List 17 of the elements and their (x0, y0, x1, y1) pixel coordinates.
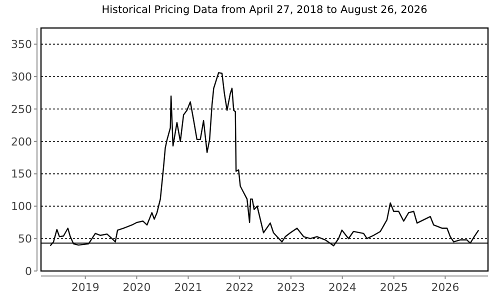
x-tick-label: 2023 (276, 281, 305, 294)
y-tick-label: 0 (25, 264, 32, 278)
x-tick-label: 2024 (328, 281, 356, 294)
chart-title: Historical Pricing Data from April 27, 2018 to August 26, 2026 (102, 4, 428, 16)
y-tick-label: 150 (11, 168, 32, 181)
x-tick-label: 2026 (431, 281, 460, 294)
y-tick-label: 250 (11, 102, 32, 116)
x-tick-label: 2025 (380, 281, 408, 294)
y-tick-label: 350 (11, 38, 32, 52)
y-tick-label: 100 (11, 200, 32, 214)
x-tick-label: 2022 (226, 281, 254, 294)
x-tick-label: 2021 (174, 281, 202, 294)
x-tick-label: 2020 (122, 281, 151, 294)
x-tick-label: 2019 (71, 281, 100, 294)
y-tick-label: 50 (18, 232, 32, 246)
y-tick-label: 200 (11, 135, 32, 148)
y-tick-label: 300 (11, 70, 32, 84)
